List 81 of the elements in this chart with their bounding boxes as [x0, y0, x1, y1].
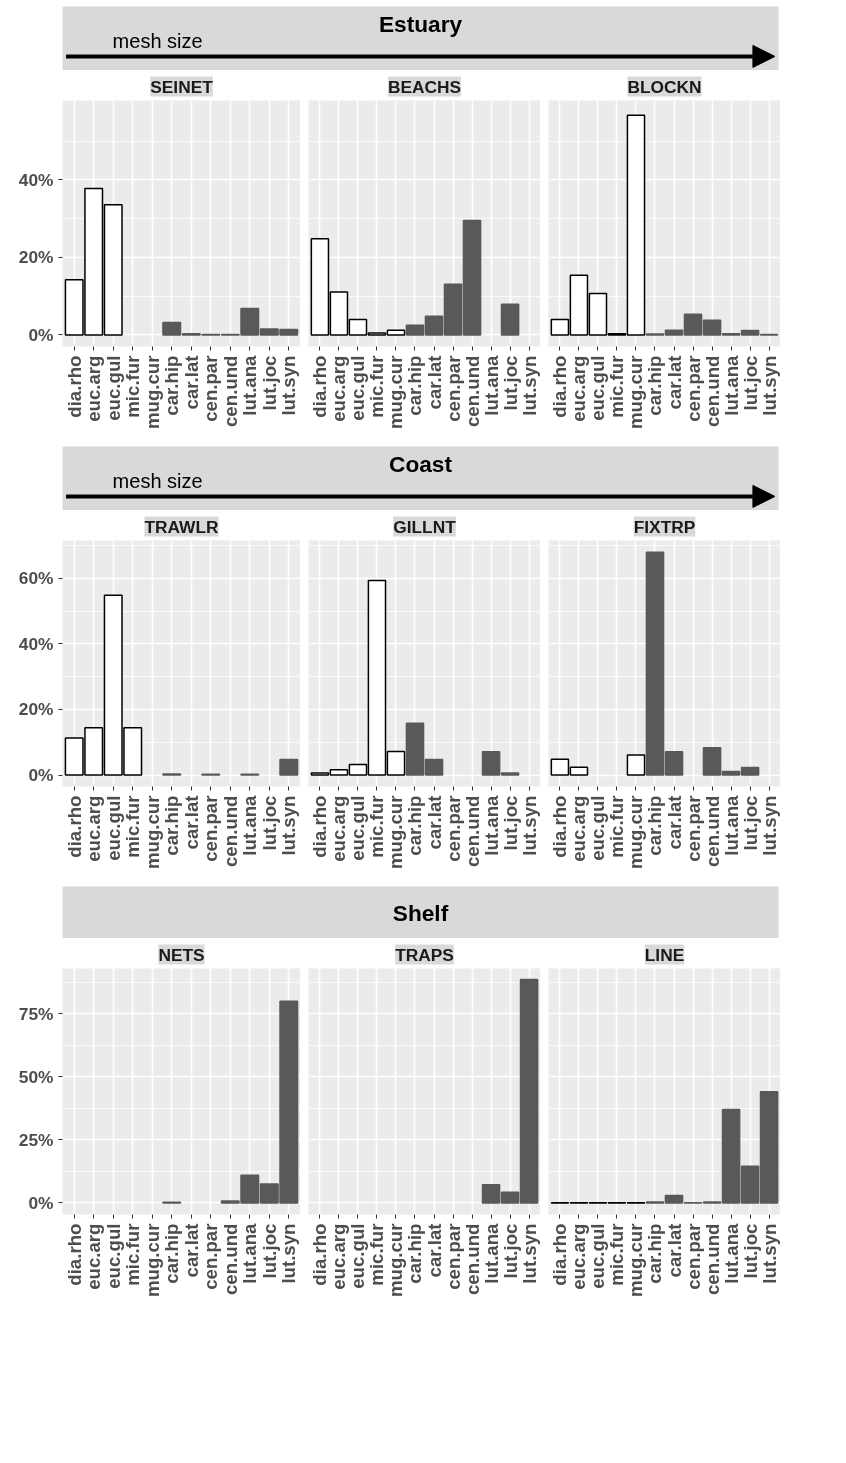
text: mesh size — [112, 30, 203, 53]
x-tick-label: euc.arg — [83, 1223, 105, 1290]
x-tick-label: lut.joc — [258, 1223, 280, 1279]
x-tick-label: euc.arg — [328, 1223, 350, 1290]
x-tick-label: mug.cur — [141, 1223, 163, 1298]
x-tick-label: dia.rho — [63, 795, 85, 858]
chart-title: GILLNT — [393, 516, 457, 537]
x-tick-label: cen.par — [682, 795, 704, 862]
y-tick-label: 50% — [18, 1066, 54, 1087]
x-tick-label: dia.rho — [63, 355, 85, 418]
x-tick-label: lut.joc — [258, 795, 280, 851]
x-tick-label: lut.joc — [739, 795, 761, 851]
x-tick-label: lut.joc — [499, 1223, 521, 1279]
x-tick-label: euc.arg — [328, 795, 350, 862]
x-tick-label: lut.ana — [720, 354, 742, 416]
chart-title: FIXTRP — [633, 516, 696, 537]
x-tick-label: lut.ana — [239, 354, 261, 416]
x-tick-label: mug.cur — [625, 795, 647, 870]
text: Estuary — [378, 11, 463, 38]
x-tick-label: euc.arg — [568, 795, 590, 862]
x-tick-label: cen.par — [682, 1223, 704, 1290]
x-tick-label: cen.par — [442, 1223, 464, 1290]
x-tick-label: mug.cur — [141, 355, 163, 430]
x-tick-label: lut.ana — [720, 794, 742, 856]
y-tick-label: 40% — [18, 633, 54, 654]
bar — [500, 303, 520, 336]
x-tick-label: dia.rho — [309, 355, 331, 418]
x-tick-label: lut.ana — [239, 1222, 261, 1284]
x-tick-label: euc.arg — [83, 795, 105, 862]
y-tick-label: 0% — [28, 1192, 54, 1213]
x-tick-label: euc.arg — [83, 355, 105, 422]
y-tick-label: 0% — [28, 324, 54, 345]
x-tick-label: dia.rho — [309, 1223, 331, 1286]
x-tick-label: cen.par — [200, 1223, 222, 1290]
x-tick-label: dia.rho — [549, 355, 571, 418]
x-tick-label: cen.par — [682, 355, 704, 422]
x-tick-label: cen.par — [200, 355, 222, 422]
x-tick-label: lut.joc — [499, 795, 521, 851]
chart-title: NETS — [158, 944, 205, 965]
x-tick-label: lut.joc — [499, 355, 521, 411]
x-tick-label: dia.rho — [549, 795, 571, 858]
x-tick-label: mug.cur — [385, 355, 407, 430]
y-tick-label: 0% — [28, 765, 54, 786]
y-tick-label: 40% — [18, 169, 54, 190]
x-tick-label: dia.rho — [63, 1223, 85, 1286]
x-tick-label: dia.rho — [309, 795, 331, 858]
chart-title: SEINET — [150, 76, 214, 97]
x-tick-label: dia.rho — [549, 1223, 571, 1286]
chart-title: BEACHS — [387, 76, 462, 97]
x-tick-label: lut.ana — [480, 794, 502, 856]
text: Shelf — [392, 899, 449, 926]
y-tick-label: 20% — [18, 247, 54, 268]
x-tick-label: euc.arg — [568, 1223, 590, 1290]
y-tick-label: 25% — [18, 1129, 54, 1150]
x-tick-label: mug.cur — [625, 355, 647, 430]
chart-title: TRAPS — [395, 944, 454, 965]
x-tick-label: cen.par — [442, 795, 464, 862]
x-tick-label: lut.ana — [720, 1222, 742, 1284]
x-tick-label: euc.arg — [328, 355, 350, 422]
x-tick-label: lut.joc — [739, 355, 761, 411]
x-tick-label: lut.ana — [480, 354, 502, 416]
y-tick-label: 20% — [18, 699, 54, 720]
x-tick-label: lut.ana — [239, 794, 261, 856]
x-tick-label: cen.par — [200, 795, 222, 862]
x-tick-label: euc.arg — [568, 355, 590, 422]
x-tick-label: cen.par — [442, 355, 464, 422]
chart-title: BLOCKN — [627, 76, 702, 97]
text: Coast — [389, 451, 453, 478]
x-tick-label: mug.cur — [625, 1223, 647, 1298]
chart-title: LINE — [644, 944, 685, 965]
x-tick-label: lut.ana — [480, 1222, 502, 1284]
chart-title: TRAWLR — [144, 516, 220, 537]
bar — [279, 758, 299, 776]
y-tick-label: 75% — [18, 1003, 54, 1024]
x-tick-label: lut.joc — [739, 1223, 761, 1279]
text: mesh size — [112, 470, 203, 493]
x-tick-label: mug.cur — [141, 795, 163, 870]
x-tick-label: mug.cur — [385, 795, 407, 870]
x-tick-label: lut.joc — [258, 355, 280, 411]
y-tick-label: 60% — [18, 568, 54, 589]
x-tick-label: mug.cur — [385, 1223, 407, 1298]
